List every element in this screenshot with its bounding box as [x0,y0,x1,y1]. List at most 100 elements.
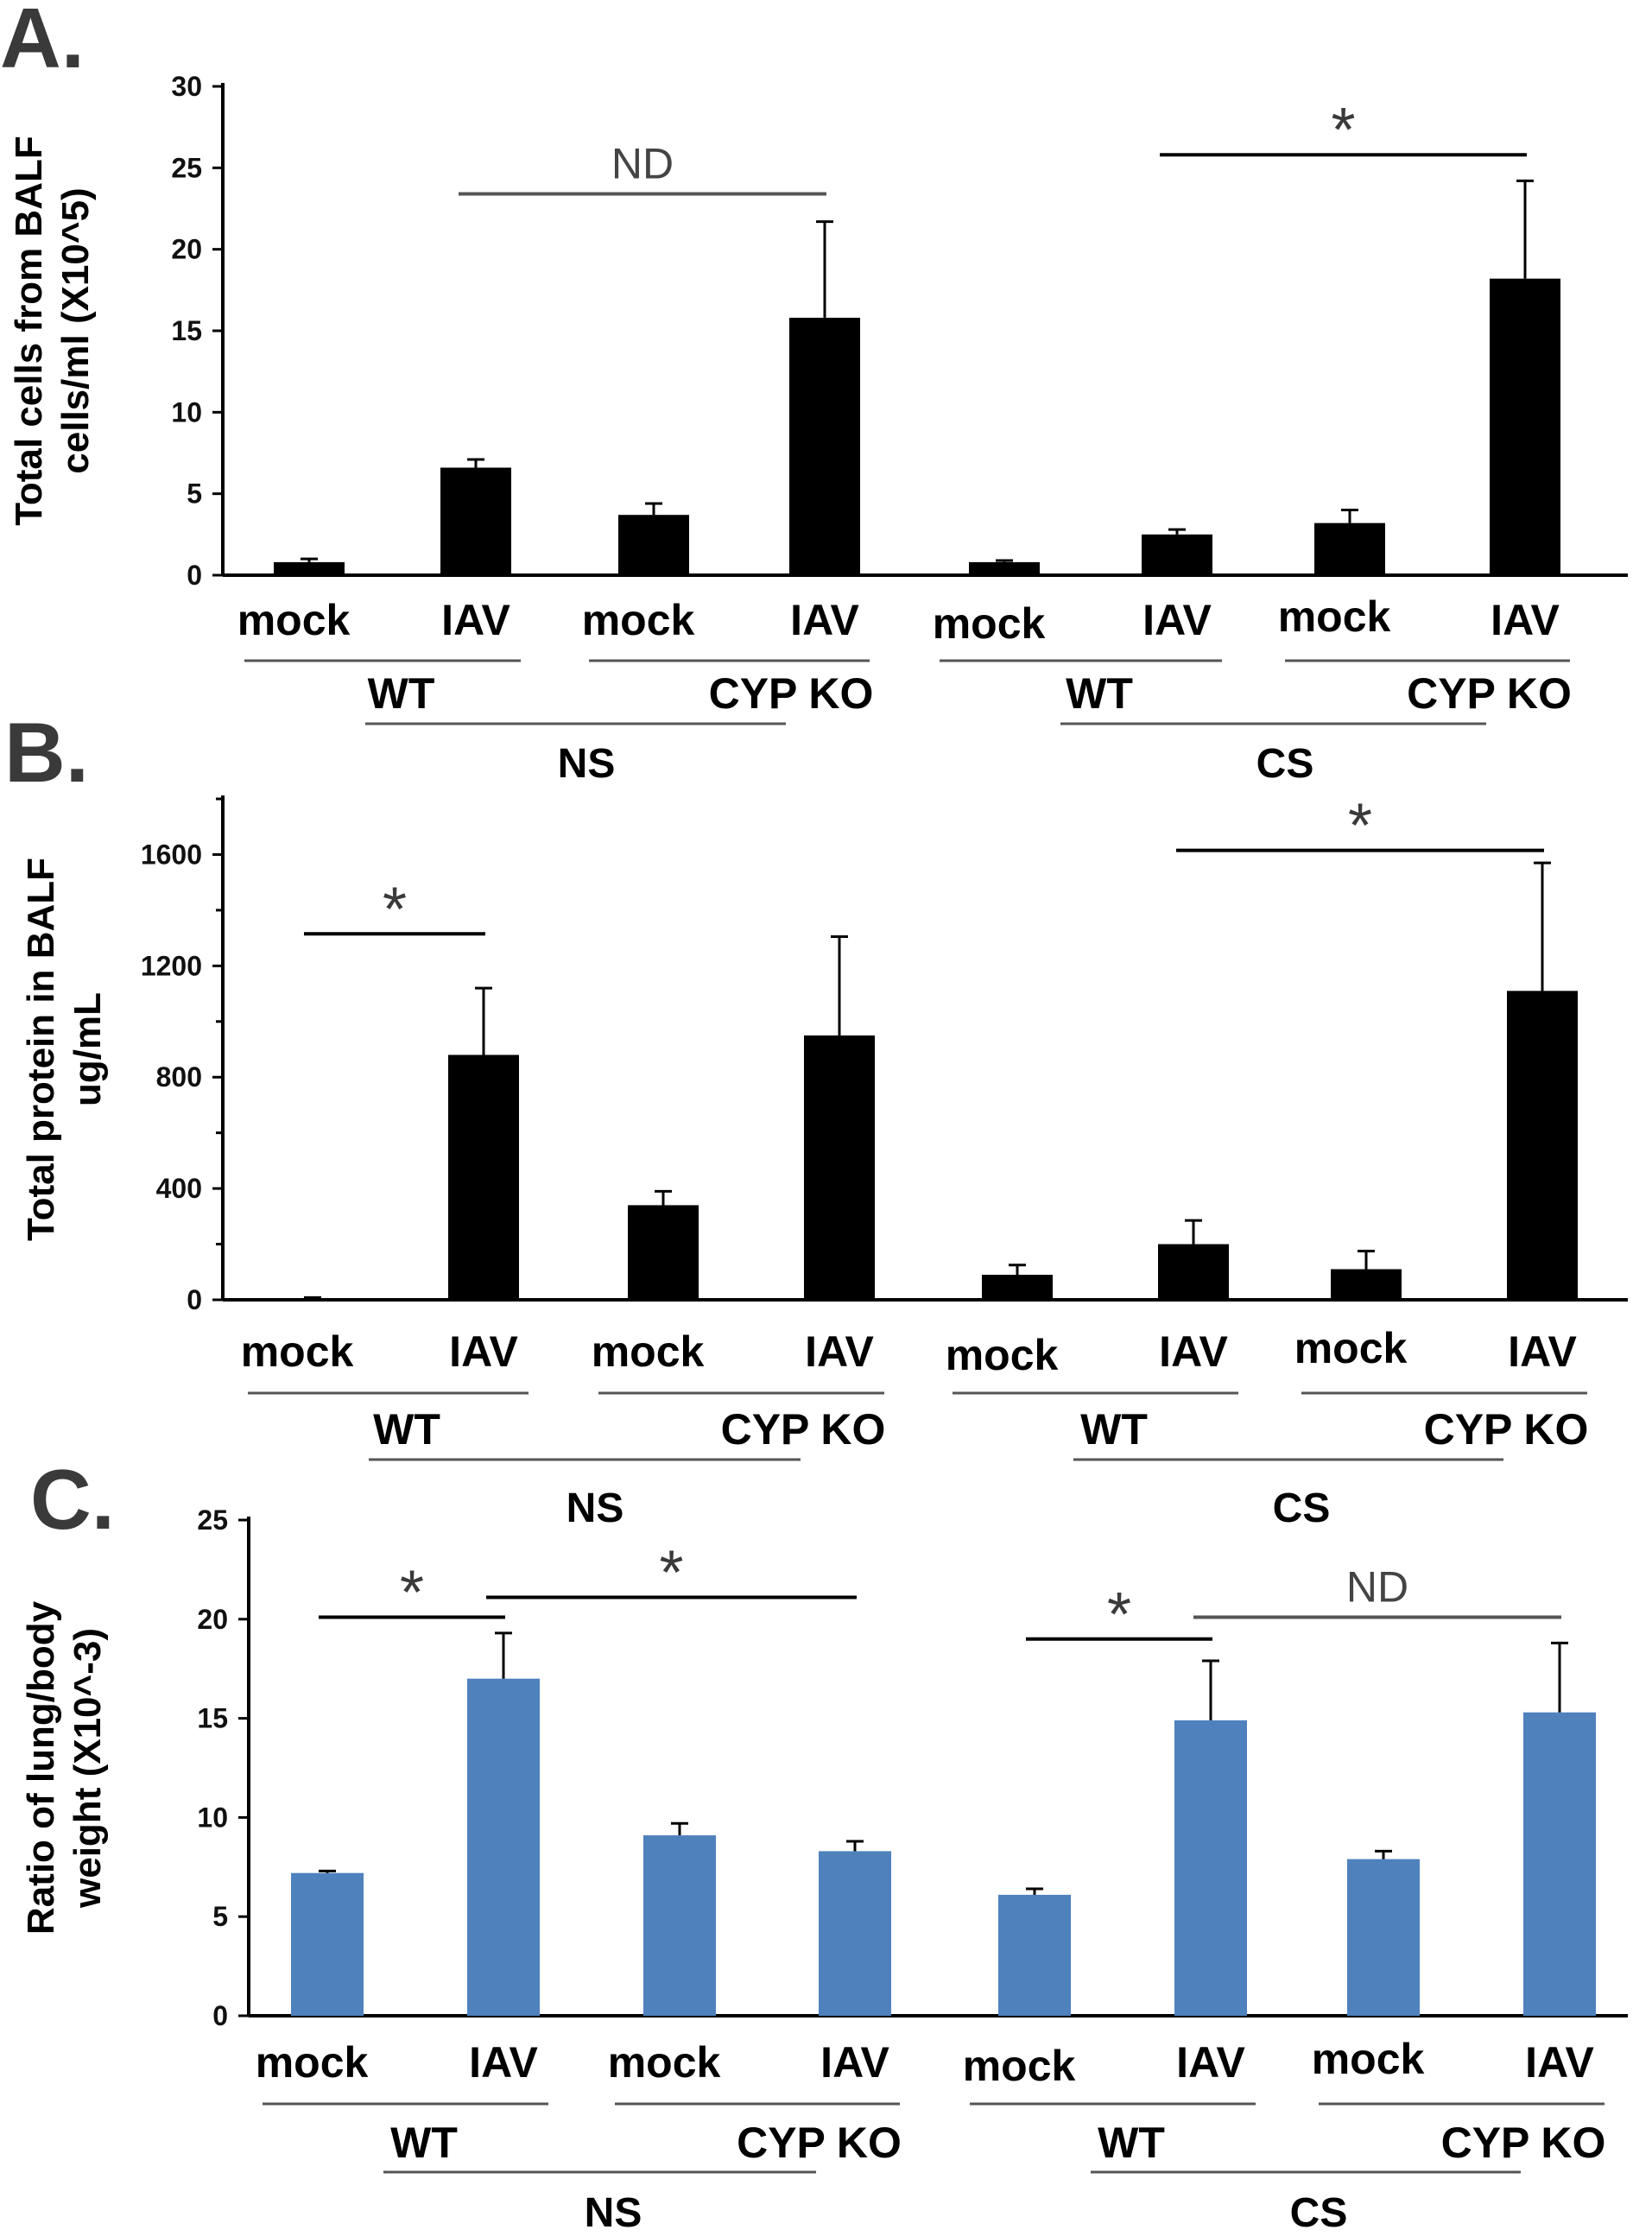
condition-label-2: CS [1273,1485,1331,1531]
y-tick-label: 1600 [141,839,202,870]
category-label-7: mock [1312,2035,1425,2083]
category-label-6: IAV [1142,596,1212,644]
bar-5 [969,561,1040,575]
y-tick-label: 10 [197,1802,228,1833]
y-axis-title-line-1: Ratio of lung/body [20,1600,62,1935]
y-tick-label: 30 [171,71,202,102]
y-tick-label: 25 [197,1504,228,1536]
significance-star-3: * [1107,1580,1131,1650]
bar-2 [440,467,511,575]
panel-b: B. 0 400 800 1200 1600 Total protein in BALF ug… [4,705,1628,1531]
panel-a: A. 0 5 10 15 20 25 30 Total cells from BALF cells… [0,0,1628,787]
category-label-5: mock [946,1331,1059,1379]
y-tick-label: 0 [212,2000,228,2031]
bar-4 [819,1851,891,2016]
y-tick-label: 5 [187,478,202,510]
category-label-2: IAV [441,596,510,644]
significance-star-2: * [1348,792,1372,861]
panel-letter: A. [0,0,85,86]
bar-4 [789,317,860,575]
genotype-label-4: CYP KO [1441,2119,1606,2167]
genotype-label-1: WT [373,1405,440,1454]
genotype-label-2: CYP KO [721,1405,886,1454]
y-axis-title-line-2: weight (X10^-3) [66,1628,109,1909]
category-label-4: IAV [820,2038,889,2087]
significance-star-1: * [400,1559,424,1628]
condition-label-1: NS [566,1485,624,1531]
y-axis-title-line-1: Total cells from BALF [8,136,50,525]
bar-5 [982,1275,1053,1300]
y-axis-title-line-1: Total protein in BALF [20,858,62,1241]
category-label-7: mock [1278,592,1391,641]
bar-1 [291,1872,364,2016]
y-tick-label: 0 [187,1284,202,1315]
y-tick-label: 20 [171,234,202,265]
bar-7 [1331,1269,1402,1300]
bar-6 [1142,534,1212,575]
category-label-3: mock [592,1327,705,1376]
category-label-1: mock [237,596,351,644]
genotype-label-3: WT [1066,669,1133,718]
bar-7 [1347,1859,1420,2016]
genotype-label-2: CYP KO [709,669,874,718]
panel-c: C. 0 5 10 15 20 25 Ratio of lung/body weight (X1… [20,1452,1628,2236]
bar-1 [277,1298,348,1300]
category-label-2: IAV [449,1327,518,1376]
y-tick-label: 20 [197,1604,228,1635]
bar-3 [628,1205,699,1300]
genotype-label-2: CYP KO [737,2119,902,2167]
category-label-8: IAV [1525,2038,1594,2087]
bar-8 [1523,1712,1596,2016]
category-label-4: IAV [805,1327,874,1376]
category-label-6: IAV [1159,1327,1228,1376]
category-label-7: mock [1294,1324,1408,1372]
bar-2 [467,1678,540,2016]
bar-7 [1314,523,1385,575]
bar-3 [618,515,689,575]
y-tick-label: 400 [156,1173,202,1204]
category-label-5: mock [963,2042,1076,2090]
bar-6 [1158,1244,1229,1300]
genotype-label-1: WT [368,669,435,718]
category-label-1: mock [256,2038,369,2087]
genotype-label-4: CYP KO [1407,669,1572,718]
bar-8 [1507,991,1578,1300]
bar-6 [1174,1720,1247,2016]
category-label-6: IAV [1176,2038,1245,2087]
genotype-label-4: CYP KO [1424,1405,1589,1454]
bar-1 [274,561,345,575]
category-label-5: mock [933,599,1046,648]
y-axis-title-line-2: cells/ml (X10^5) [54,187,97,473]
significance-nd-1: ND [611,140,674,188]
panel-letter: C. [30,1452,115,1547]
condition-label-2: CS [1256,741,1314,787]
genotype-label-1: WT [390,2119,458,2167]
bar-4 [804,1035,875,1300]
category-label-3: mock [608,2038,721,2087]
category-label-8: IAV [1491,596,1560,644]
condition-label-1: NS [558,741,616,787]
bar-5 [998,1894,1071,2016]
significance-star-2: * [659,1539,683,1608]
y-axis-title-line-2: ug/mL [66,992,109,1106]
category-label-3: mock [582,596,695,644]
category-label-2: IAV [469,2038,538,2087]
significance-star-2: * [1331,96,1355,165]
category-label-8: IAV [1508,1327,1577,1376]
bar-3 [643,1835,716,2016]
condition-label-1: NS [585,2190,642,2236]
genotype-label-3: WT [1098,2119,1165,2167]
bar-2 [448,1055,519,1300]
genotype-label-3: WT [1080,1405,1148,1454]
y-tick-label: 10 [171,396,202,428]
category-label-4: IAV [790,596,859,644]
y-tick-label: 800 [156,1061,202,1093]
y-tick-label: 15 [197,1703,228,1734]
significance-nd-4: ND [1346,1563,1408,1612]
y-tick-label: 5 [212,1901,228,1932]
category-label-1: mock [241,1327,354,1376]
significance-star-1: * [383,875,407,944]
y-tick-label: 1200 [141,950,202,981]
y-tick-label: 0 [187,560,202,591]
